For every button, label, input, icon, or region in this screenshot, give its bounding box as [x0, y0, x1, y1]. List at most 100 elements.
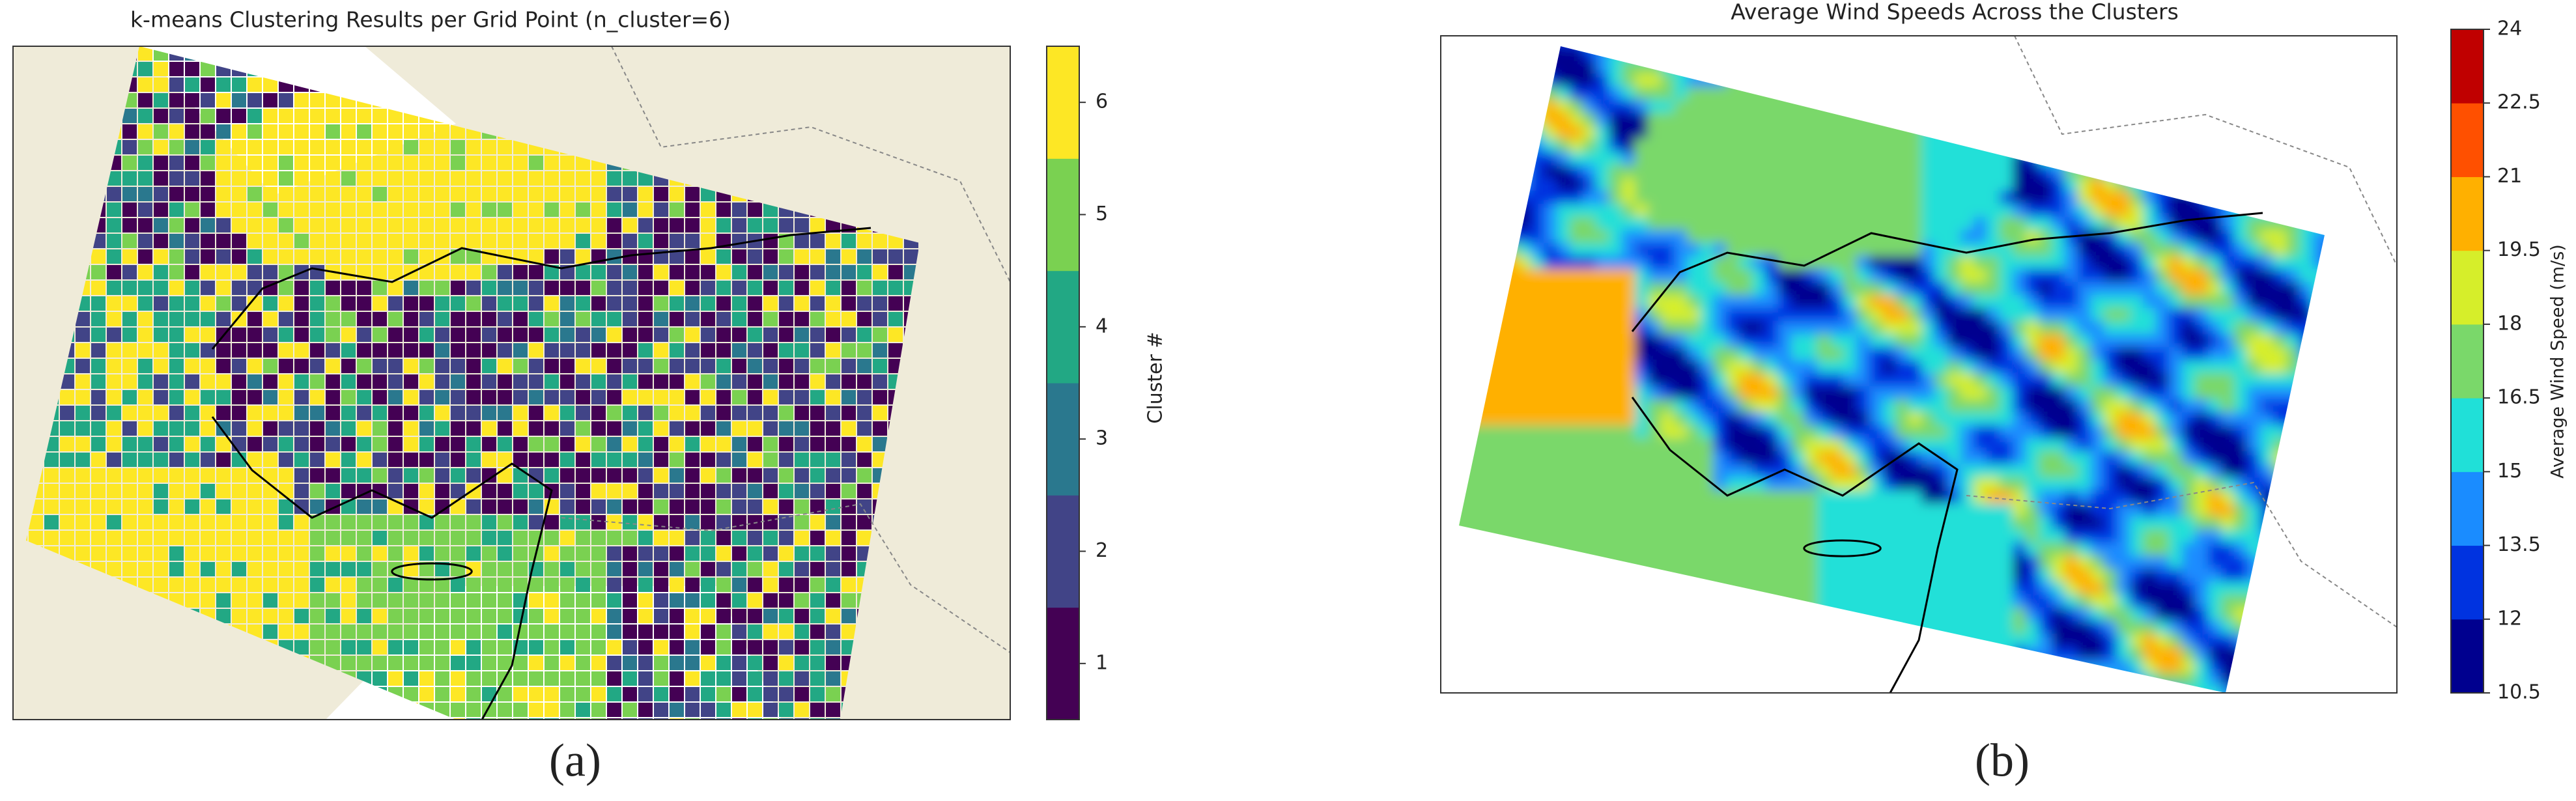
grid-cell	[638, 453, 653, 467]
grid-cell	[498, 296, 512, 311]
grid-cell	[122, 562, 137, 576]
grid-cell	[560, 578, 574, 592]
grid-cell	[670, 187, 684, 201]
grid-cell	[341, 484, 356, 498]
grid-cell	[654, 312, 668, 326]
grid-cell	[779, 531, 793, 545]
grid-cell	[545, 343, 559, 358]
grid-cell	[591, 343, 606, 358]
grid-cell	[248, 249, 262, 264]
grid-cell	[513, 234, 528, 248]
grid-cell	[232, 437, 246, 451]
grid-cell	[638, 531, 653, 545]
grid-cell	[638, 656, 653, 670]
grid-cell	[185, 109, 199, 123]
grid-cell	[404, 546, 418, 561]
grid-cell	[779, 374, 793, 389]
island	[391, 562, 473, 581]
grid-cell	[513, 390, 528, 404]
grid-cell	[482, 625, 496, 639]
grid-cell	[529, 296, 543, 311]
grid-cell	[201, 390, 215, 404]
grid-cell	[560, 390, 574, 404]
grid-cell	[545, 515, 559, 529]
grid-cell	[357, 203, 371, 217]
grid-cell	[795, 687, 809, 701]
grid-cell	[623, 374, 637, 389]
grid-cell	[373, 124, 387, 139]
grid-cell	[341, 515, 356, 529]
grid-cell	[201, 343, 215, 358]
grid-cell	[795, 484, 809, 498]
grid-cell	[779, 625, 793, 639]
grid-cell	[185, 62, 199, 76]
grid-cell	[701, 640, 715, 654]
grid-cell	[576, 156, 590, 170]
grid-cell	[529, 515, 543, 529]
grid-cell	[341, 468, 356, 483]
grid-cell	[810, 593, 825, 608]
grid-cell	[185, 406, 199, 420]
grid-cell	[435, 671, 449, 686]
grid-cell	[545, 437, 559, 451]
grid-cell	[388, 296, 403, 311]
grid-cell	[685, 656, 700, 670]
grid-cell	[169, 515, 184, 529]
grid-cell	[435, 171, 449, 186]
grid-cell	[419, 249, 434, 264]
grid-cell	[357, 234, 371, 248]
grid-cell	[545, 687, 559, 701]
grid-cell	[91, 281, 106, 295]
grid-cell	[466, 453, 481, 467]
grid-cell	[732, 328, 746, 342]
grid-cell	[294, 718, 309, 720]
grid-cell	[138, 562, 152, 576]
grid-cell	[716, 562, 731, 576]
grid-cell	[842, 718, 856, 720]
grid-cell	[294, 281, 309, 295]
grid-cell	[60, 515, 74, 529]
grid-cell	[498, 406, 512, 420]
grid-cell	[638, 171, 653, 186]
grid-cell	[76, 546, 90, 561]
grid-cell	[482, 546, 496, 561]
grid-cell	[326, 249, 340, 264]
grid-cell	[638, 218, 653, 232]
grid-cell	[529, 468, 543, 483]
grid-cell	[279, 265, 293, 279]
grid-cell	[76, 390, 90, 404]
grid-cell	[591, 312, 606, 326]
grid-cell	[122, 124, 137, 139]
grid-cell	[670, 374, 684, 389]
grid-cell	[404, 484, 418, 498]
grid-cell	[638, 249, 653, 264]
grid-cell	[748, 687, 762, 701]
grid-cell	[638, 374, 653, 389]
grid-cell	[310, 625, 324, 639]
grid-cell	[826, 578, 840, 592]
grid-cell	[419, 203, 434, 217]
grid-cell	[857, 515, 871, 529]
grid-cell	[357, 109, 371, 123]
grid-cell	[857, 499, 871, 514]
grid-cell	[279, 296, 293, 311]
grid-cell	[357, 218, 371, 232]
grid-cell	[670, 531, 684, 545]
grid-cell	[513, 296, 528, 311]
grid-cell	[216, 609, 231, 623]
grid-cell	[232, 203, 246, 217]
grid-cell	[951, 718, 965, 733]
grid-cell	[795, 499, 809, 514]
grid-cell	[201, 77, 215, 92]
grid-cell	[623, 484, 637, 498]
grid-cell	[451, 359, 465, 373]
grid-cell	[826, 343, 840, 358]
grid-cell	[482, 593, 496, 608]
grid-cell	[873, 406, 887, 420]
grid-cell	[326, 374, 340, 389]
grid-cell	[529, 593, 543, 608]
grid-cell	[763, 546, 778, 561]
grid-cell	[545, 328, 559, 342]
coastline	[211, 416, 553, 720]
